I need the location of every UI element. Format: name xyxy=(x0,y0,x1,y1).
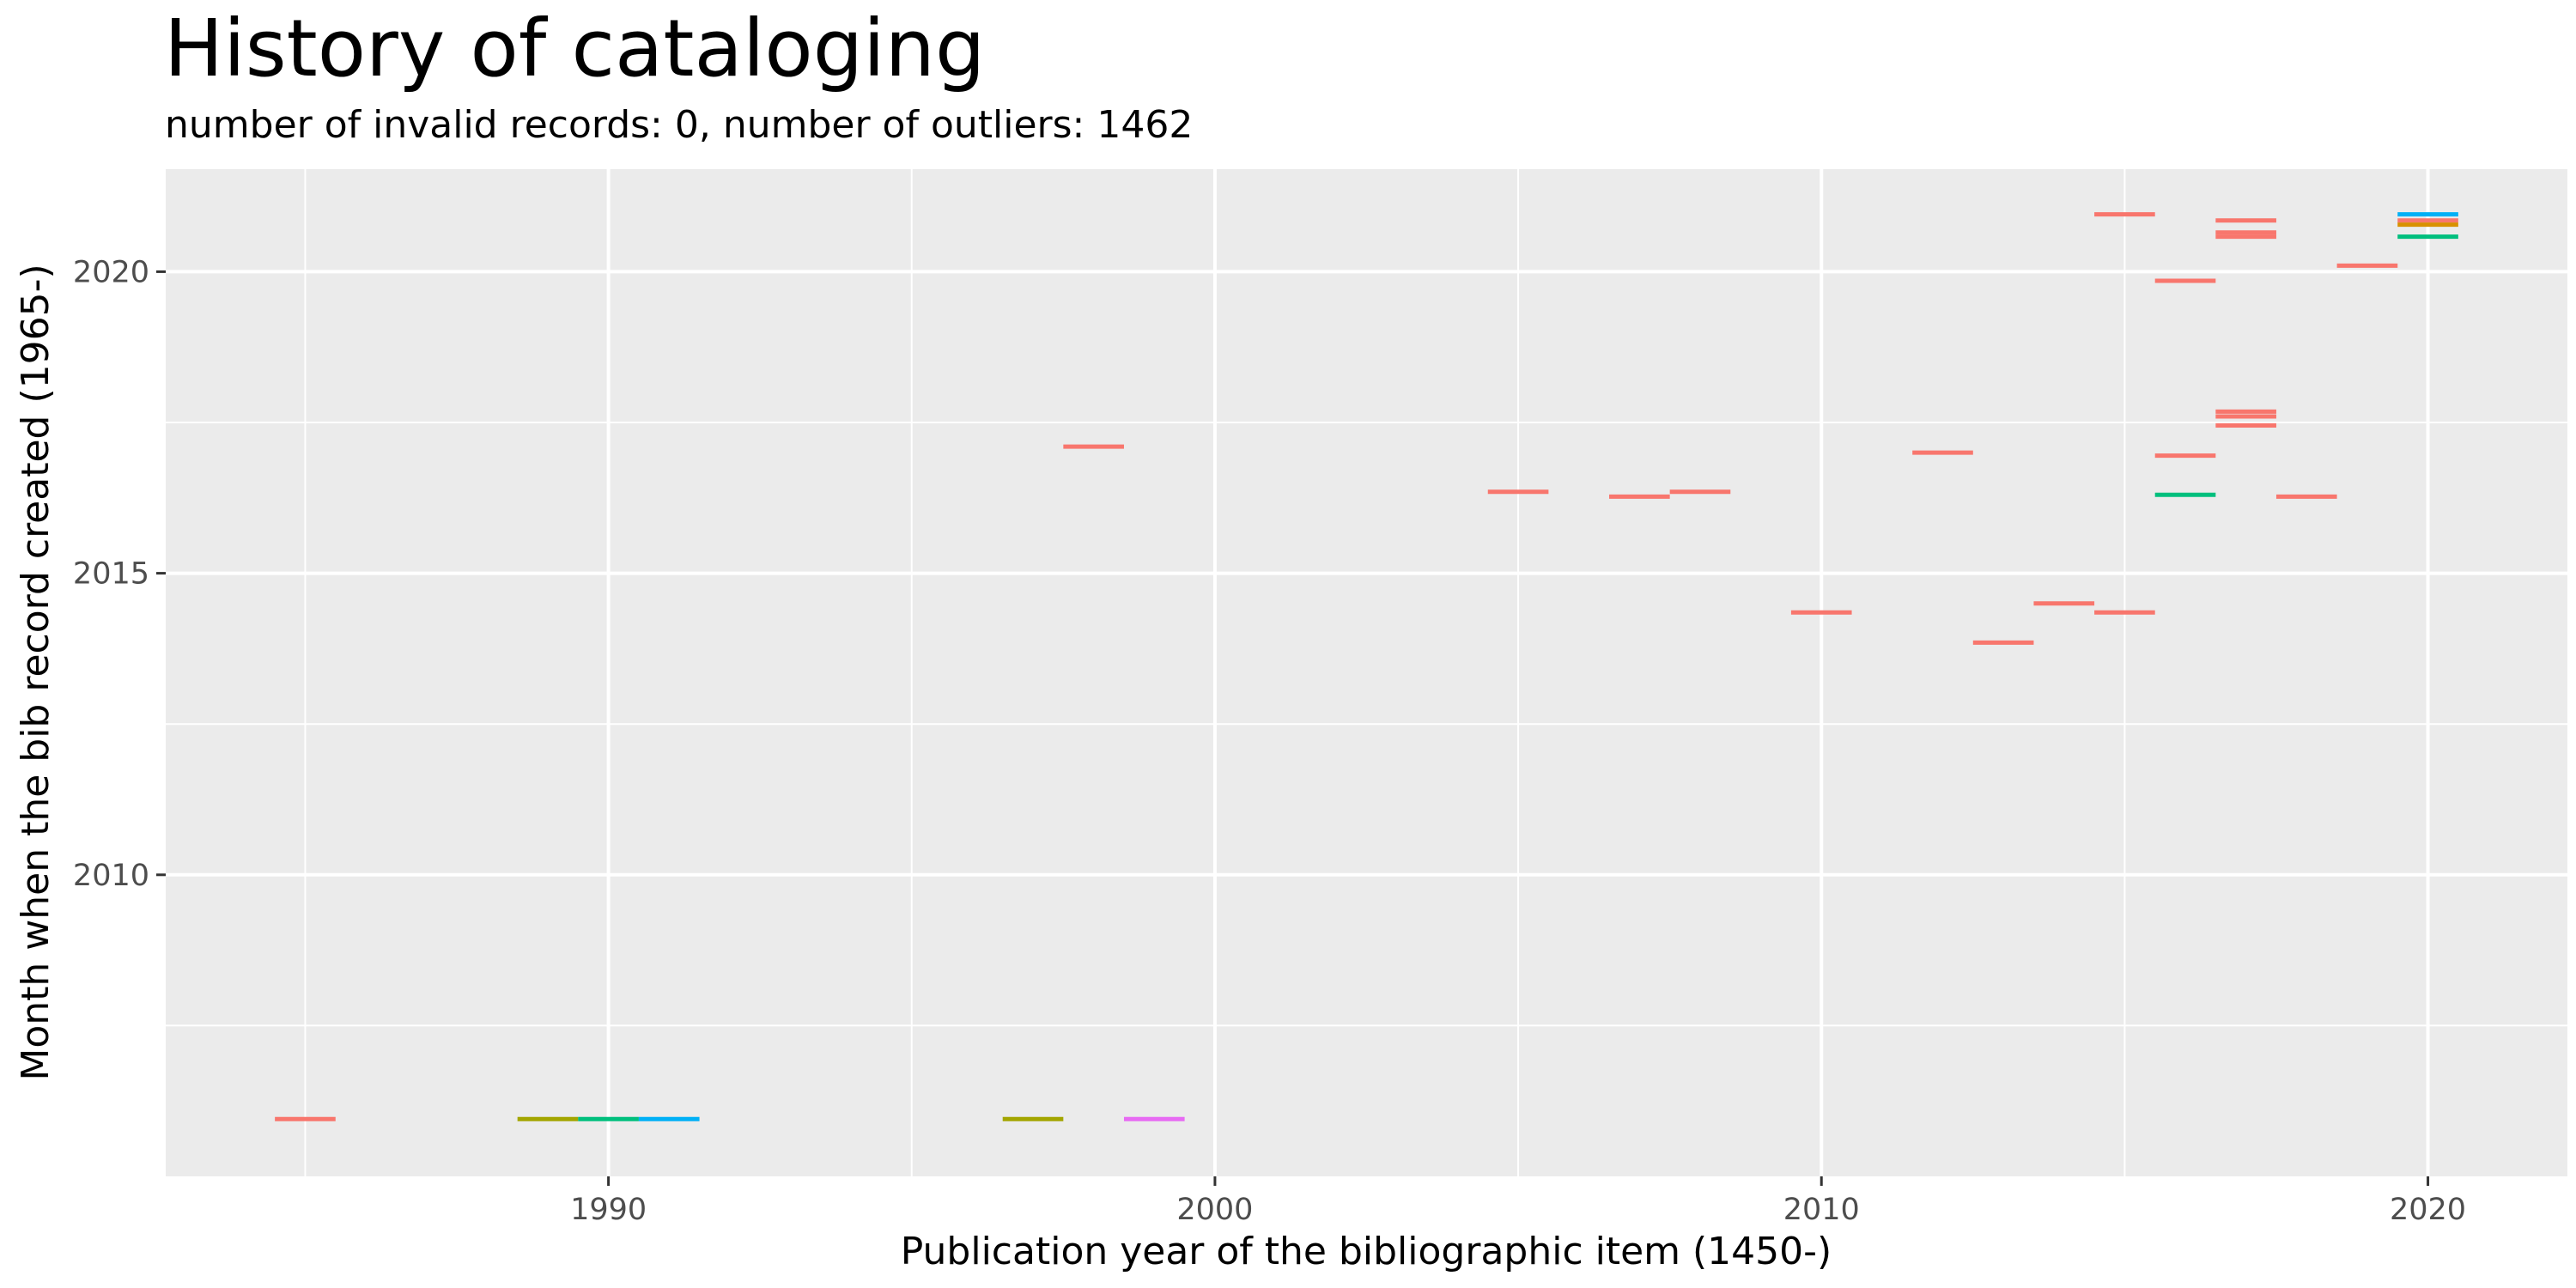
data-segments xyxy=(275,212,2458,1121)
y-axis: 2010 2015 2020 xyxy=(73,255,166,893)
x-tick-label: 1990 xyxy=(570,1193,647,1227)
x-tick-label: 2010 xyxy=(1783,1193,1860,1227)
x-axis: 1990 2000 2010 2020 xyxy=(570,1176,2466,1227)
grid-minor xyxy=(166,169,2567,1176)
x-tick-label: 2000 xyxy=(1176,1193,1253,1227)
chart-subtitle: number of invalid records: 0, number of … xyxy=(165,103,1194,147)
plot-panel xyxy=(166,169,2567,1176)
x-tick-label: 2020 xyxy=(2390,1193,2466,1227)
x-axis-label: Publication year of the bibliographic it… xyxy=(901,1230,1832,1273)
chart-title: History of cataloging xyxy=(164,3,986,94)
y-tick-label: 2010 xyxy=(73,859,149,893)
y-tick-label: 2020 xyxy=(73,255,149,289)
y-axis-label: Month when the bib record created (1965-… xyxy=(14,264,58,1080)
y-tick-label: 2015 xyxy=(73,557,149,592)
grid-major xyxy=(166,169,2567,1176)
